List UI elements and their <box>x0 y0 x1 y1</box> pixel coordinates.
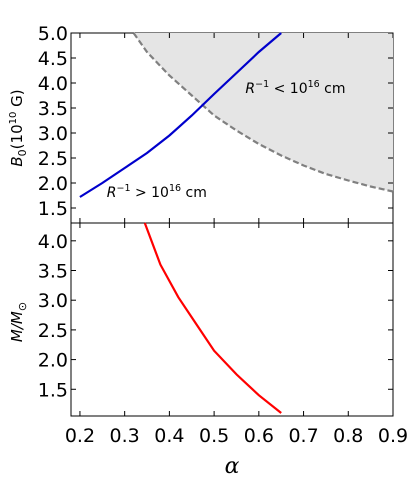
x-tick-label: 0.9 <box>378 425 408 447</box>
x-axis-label: α <box>225 454 240 479</box>
bottom-y-tick-label: 2.5 <box>38 320 68 342</box>
top-y-tick-label: 1.5 <box>38 198 68 220</box>
x-tick-label: 0.4 <box>154 425 184 447</box>
x-tick-label: 0.5 <box>199 425 229 447</box>
x-tick-label: 0.2 <box>65 425 95 447</box>
top-y-axis-label: B0(1010 G) <box>8 89 29 166</box>
top-y-tick-label: 4.0 <box>38 73 68 95</box>
bottom-y-tick-label: 1.5 <box>38 379 68 401</box>
annotation-gt: R−1 > 1016 cm <box>107 183 207 201</box>
top-y-tick-label: 4.5 <box>38 48 68 70</box>
x-tick-label: 0.8 <box>333 425 363 447</box>
top-y-tick-label: 2.0 <box>38 173 68 195</box>
shaded-region-group <box>132 32 394 193</box>
top-y-ticks: 1.5 2.0 2.5 3.0 3.5 4.0 4.5 5.0 <box>38 23 394 223</box>
bottom-y-tick-label: 2.0 <box>38 350 68 372</box>
bottom-y-tick-label: 4.0 <box>38 231 68 253</box>
top-panel: 1.52.02.53.03.54.04.55.0 R−1 < 1016 cmR−… <box>8 23 394 224</box>
x-tick-label: 0.3 <box>110 425 140 447</box>
x-tick-label: 0.7 <box>288 425 318 447</box>
bottom-panel: 1.5 2.0 2.5 3.0 3.5 4.0 0.2 0.3 0.4 0.5 0.6 0.7 0.8… <box>8 222 408 479</box>
bottom-y-ticks: 1.5 2.0 2.5 3.0 3.5 4.0 <box>38 231 393 401</box>
top-series-line-0 <box>79 32 282 198</box>
x-ticks: 0.2 0.3 0.4 0.5 0.6 0.7 0.8 0.9 <box>65 223 408 447</box>
top-y-tick-label: 3.0 <box>38 123 68 145</box>
top-series-group <box>79 32 282 198</box>
top-y-tick-label: 5.0 <box>38 23 68 45</box>
bottom-y-tick-label: 3.0 <box>38 290 68 312</box>
region-annotations: R−1 < 1016 cm R−1 > 1016 cm <box>107 79 346 201</box>
shaded-boundary-line <box>132 32 394 193</box>
top-y-tick-label: 3.5 <box>38 98 68 120</box>
bottom-plot-frame <box>70 222 394 417</box>
bottom-y-tick-label: 3.5 <box>38 261 68 283</box>
bottom-series-line-0 <box>143 222 282 414</box>
annotation-lt: R−1 < 1016 cm <box>245 79 345 97</box>
x-tick-label: 0.6 <box>244 425 274 447</box>
bottom-series-group <box>143 222 282 414</box>
bottom-y-axis-label: M/M⊙ <box>8 302 29 342</box>
top-y-tick-label: 2.5 <box>38 148 68 170</box>
shaded-region <box>133 33 393 192</box>
